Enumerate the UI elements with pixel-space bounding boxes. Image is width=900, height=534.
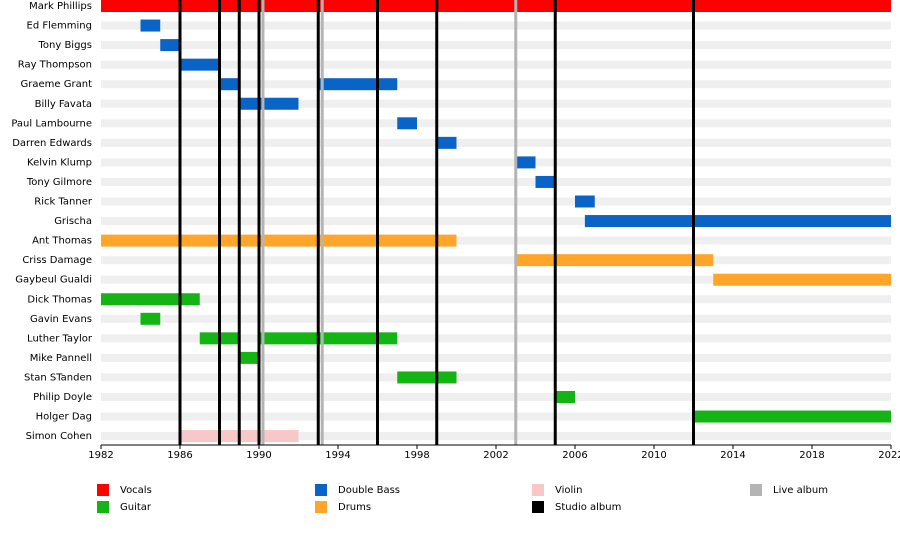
member-label: Simon Cohen <box>26 431 92 442</box>
member-bar <box>160 39 180 52</box>
legend-swatch <box>532 484 544 496</box>
member-bar <box>180 58 220 71</box>
row-stripe <box>101 99 891 108</box>
member-bar <box>575 195 595 208</box>
member-label: Gaybeul Gualdi <box>15 275 92 286</box>
member-bar <box>101 234 457 247</box>
legend-swatch <box>315 484 327 496</box>
row-stripe <box>101 353 891 362</box>
row-stripe <box>101 393 891 401</box>
member-bar <box>436 136 457 149</box>
member-bar <box>140 19 161 32</box>
legend-swatch <box>97 501 109 513</box>
row-stripe <box>101 412 891 421</box>
member-label: Mike Pannell <box>30 353 92 364</box>
member-bar <box>318 78 398 91</box>
member-label: Billy Favata <box>35 99 92 110</box>
x-tick-label: 1998 <box>404 450 429 461</box>
member-bar <box>397 371 457 384</box>
member-bar <box>239 97 299 110</box>
x-tick-label: 1990 <box>246 450 271 461</box>
member-label: Dick Thomas <box>27 294 92 305</box>
legend-label: Vocals <box>120 485 152 496</box>
member-label: Criss Damage <box>22 255 92 266</box>
member-bar <box>397 117 417 130</box>
row-stripe <box>101 256 891 265</box>
x-tick-label: 2002 <box>483 450 508 461</box>
member-label: Paul Lambourne <box>11 118 92 129</box>
x-tick-label: 2018 <box>799 450 824 461</box>
legend-label: Double Bass <box>338 485 400 496</box>
row-stripe <box>101 314 891 323</box>
x-tick-label: 2010 <box>641 450 666 461</box>
row-stripe <box>101 138 891 147</box>
x-tick-label: 2014 <box>720 450 745 461</box>
row-stripe <box>101 80 891 89</box>
x-tick-label: 2022 <box>878 450 900 461</box>
member-bar <box>555 391 575 403</box>
x-tick-label: 1982 <box>88 450 113 461</box>
member-label: Stan STanden <box>24 372 92 383</box>
legend-label: Live album <box>773 485 828 496</box>
legend-label: Guitar <box>120 502 152 513</box>
member-label: Philip Doyle <box>33 392 92 403</box>
member-label: Luther Taylor <box>27 333 93 344</box>
member-bar <box>515 156 536 169</box>
legend-swatch <box>750 484 762 496</box>
member-bar <box>713 273 891 286</box>
member-label: Mark Phillips <box>29 1 92 12</box>
member-bar <box>239 351 259 364</box>
row-stripe <box>101 432 891 441</box>
member-label: Ed Flemming <box>27 21 92 32</box>
legend-label: Drums <box>338 502 371 513</box>
row-stripe <box>101 373 891 382</box>
member-bar <box>259 332 398 345</box>
row-stripe <box>101 295 891 304</box>
row-stripe <box>101 236 891 245</box>
legend-swatch <box>97 484 109 496</box>
member-bar <box>535 175 556 188</box>
member-label: Gavin Evans <box>30 314 92 325</box>
row-stripe <box>101 119 891 128</box>
member-bar <box>140 312 161 325</box>
member-bar <box>584 215 891 228</box>
legend-swatch <box>532 501 544 513</box>
member-bar <box>101 293 200 306</box>
x-tick-label: 1986 <box>167 450 192 461</box>
row-stripe <box>101 197 891 206</box>
member-bar <box>515 254 714 267</box>
member-label: Ray Thompson <box>18 60 92 71</box>
x-tick-label: 2006 <box>562 450 587 461</box>
member-label: Holger Dag <box>36 412 92 423</box>
row-stripe <box>101 41 891 50</box>
member-label: Tony Biggs <box>37 40 92 51</box>
member-label: Darren Edwards <box>12 138 92 149</box>
member-bar <box>219 78 240 91</box>
legend-label: Studio album <box>555 502 621 513</box>
legend-swatch <box>315 501 327 513</box>
member-label: Kelvin Klump <box>27 157 92 168</box>
row-stripe <box>101 21 891 30</box>
member-bar <box>693 410 891 423</box>
row-stripe <box>101 60 891 69</box>
member-label: Tony Gilmore <box>26 177 92 188</box>
member-label: Rick Tanner <box>34 197 93 208</box>
row-stripe <box>101 177 891 186</box>
member-label: Ant Thomas <box>32 236 92 247</box>
row-stripe <box>101 217 891 226</box>
x-tick-label: 1994 <box>325 450 350 461</box>
row-stripe <box>101 275 891 284</box>
row-stripe <box>101 334 891 343</box>
member-label: Grischa <box>54 216 92 227</box>
member-label: Graeme Grant <box>21 79 93 90</box>
row-stripe <box>101 158 891 167</box>
legend-label: Violin <box>555 485 582 496</box>
